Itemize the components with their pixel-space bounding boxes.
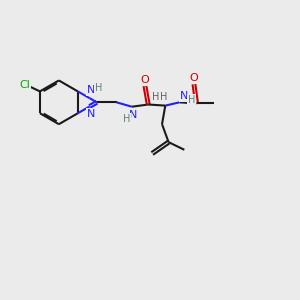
Text: O: O (190, 73, 198, 83)
Text: N: N (87, 109, 95, 119)
Text: H: H (95, 82, 102, 92)
Text: H: H (160, 92, 168, 102)
Text: H: H (123, 114, 130, 124)
Text: H: H (188, 94, 195, 104)
Text: N: N (87, 85, 95, 95)
Text: H: H (152, 92, 160, 102)
Text: N: N (129, 110, 137, 120)
Text: O: O (141, 75, 149, 85)
Text: N: N (179, 91, 188, 101)
Text: Cl: Cl (19, 80, 30, 90)
